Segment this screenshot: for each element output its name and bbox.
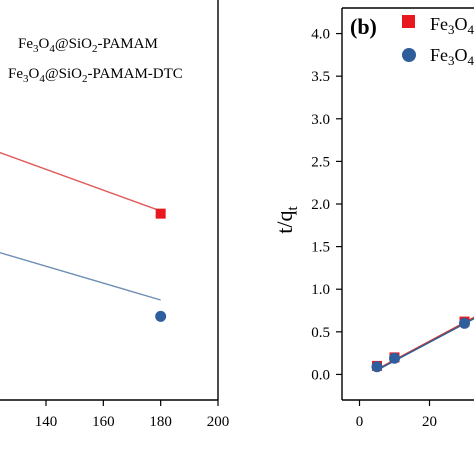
panel-b-points xyxy=(371,316,470,373)
panel-b-y-tick-label: 4.0 xyxy=(311,27,330,43)
panel-a-x-tick-label: 140 xyxy=(35,414,58,430)
panel-b-y-tick-label: 0.0 xyxy=(311,367,330,383)
panel-b-x-tick-label: 20 xyxy=(422,414,437,430)
panel-b-point-series-2 xyxy=(371,361,383,373)
panel-b-y-tick-label: 1.5 xyxy=(311,240,330,256)
panel-b-y-ticks: 0.0 0.5 1.0 1.5 2.0 2.5 3.0 3.5 4.0 xyxy=(311,27,342,383)
panel-b-legend-marker-circle xyxy=(402,48,416,62)
panel-a-x-tick-label: 160 xyxy=(92,414,115,430)
panel-a-point-series-1 xyxy=(155,208,166,219)
panel-b-y-tick-label: 3.5 xyxy=(311,69,330,85)
panel-a-point-series-2 xyxy=(155,310,167,322)
panel-b-y-tick-label: 2.0 xyxy=(311,197,330,213)
panel-b-fit-line-series-1 xyxy=(376,316,474,370)
panel-a-chart: 120140160180200 Fe3O4@SiO2-PAMAM Fe3O4@S… xyxy=(0,0,229,430)
panel-b-y-tick-label: 2.5 xyxy=(311,154,330,170)
panel-a-fit-line-series-1 xyxy=(0,151,161,212)
panel-a-legend-label-1: Fe3O4@SiO2-PAMAM xyxy=(18,36,158,55)
panel-b-fit-lines xyxy=(376,316,474,371)
panel-b-legend-label-2: Fe3O4@SiO2-PAMAM-DTC xyxy=(430,45,474,68)
panel-a-fit-lines xyxy=(0,151,161,301)
panel-a-fit-line-series-2 xyxy=(0,251,161,301)
panel-b-chart: 0.00.51.01.52.02.53.03.54.0 02040 t/qt (… xyxy=(272,7,474,430)
panel-a-x-tick-label: 180 xyxy=(149,414,172,430)
panel-a-legend-label-2: Fe3O4@SiO2-PAMAM-DTC xyxy=(8,66,183,85)
panel-b-legend-label-1: Fe3O4@SiO2-PAMAM xyxy=(430,14,474,37)
panel-b-fit-line-series-2 xyxy=(376,317,474,371)
panel-b-y-tick-label: 0.5 xyxy=(311,325,330,341)
panel-b-y-tick-label: 3.0 xyxy=(311,112,330,128)
panel-b-y-axis-label: t/qt xyxy=(272,205,301,233)
panel-b-point-series-2 xyxy=(459,317,470,329)
panel-b-point-series-2 xyxy=(389,352,400,364)
panel-b-x-ticks: 02040 xyxy=(356,400,437,430)
panel-b-legend-marker-square xyxy=(402,15,415,28)
panel-a-points xyxy=(155,208,167,322)
panel-b-label: (b) xyxy=(350,14,377,39)
panel-b-legend: Fe3O4@SiO2-PAMAM Fe3O4@SiO2-PAMAM-DTC xyxy=(402,14,474,68)
panel-b-y-tick-label: 1.0 xyxy=(311,282,330,298)
panel-a-legend: Fe3O4@SiO2-PAMAM Fe3O4@SiO2-PAMAM-DTC xyxy=(8,36,183,85)
panel-b-x-tick-label: 0 xyxy=(356,414,364,430)
panel-a-x-ticks: 120140160180200 xyxy=(35,400,230,430)
panel-a-x-tick-label: 200 xyxy=(207,414,230,430)
